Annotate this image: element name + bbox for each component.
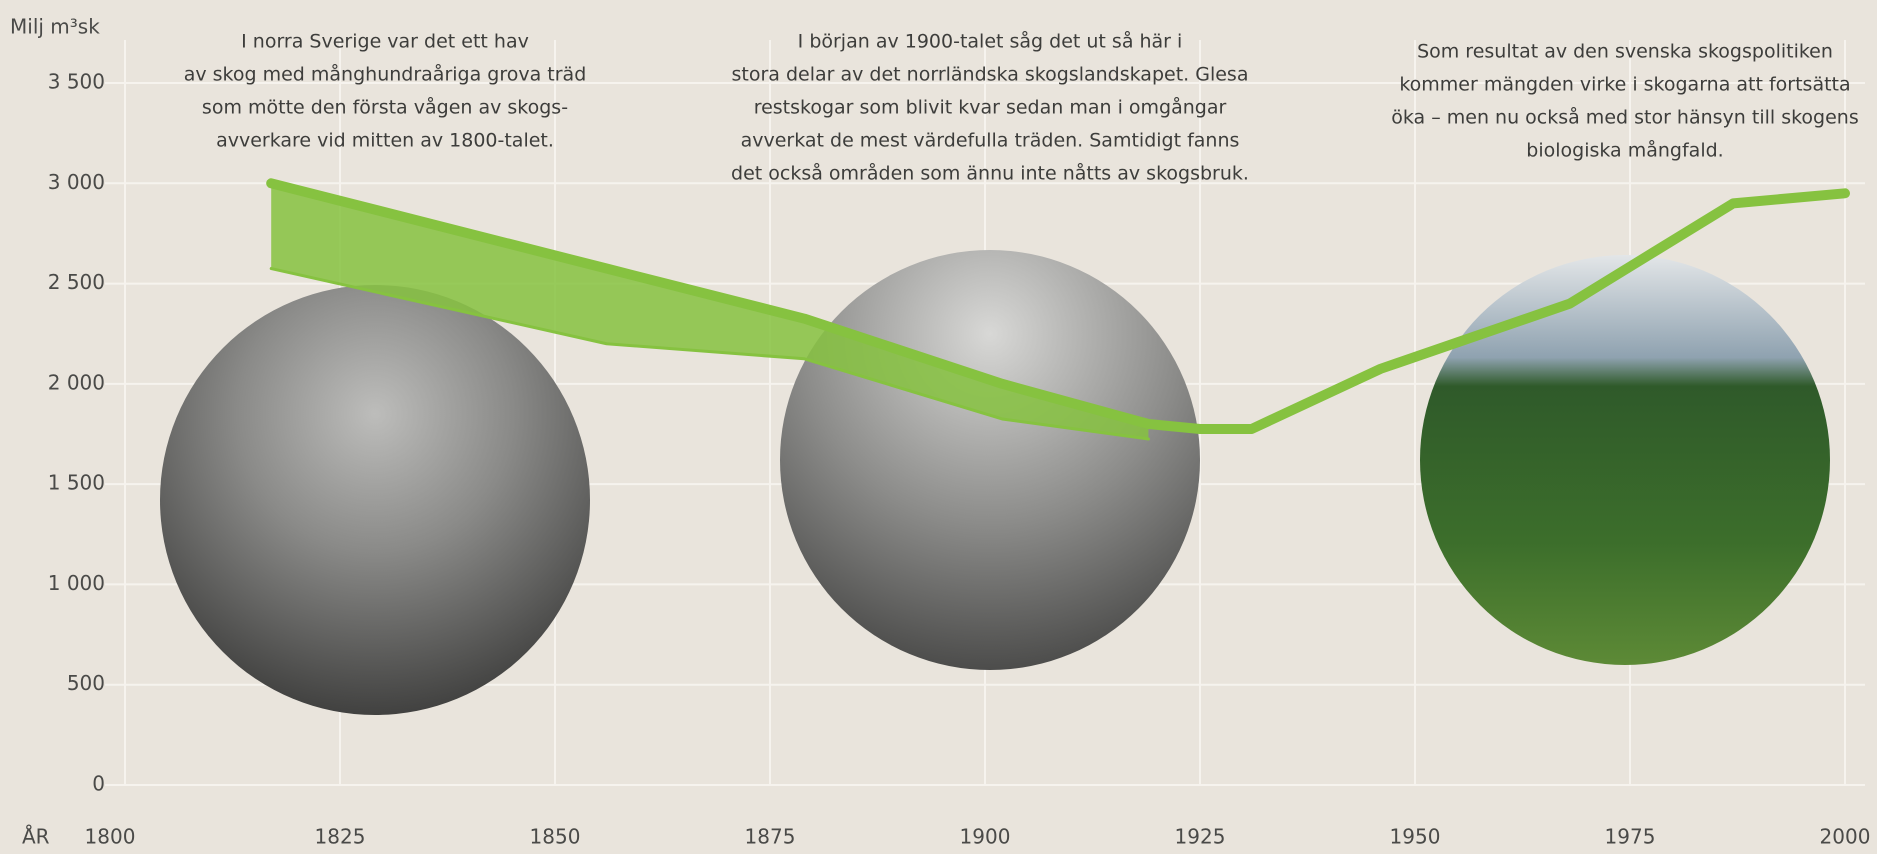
y-tick-label: 1 000 [48,571,105,595]
annotation-line: stora delar av det norrländska skogsland… [732,64,1249,86]
annotation-line: Som resultat av den svenska skogspolitik… [1417,41,1833,63]
y-tick-label: 500 [67,671,105,695]
x-tick-label: 1950 [1390,825,1441,849]
annotation-line: som mötte den första vågen av skogs- [202,96,568,119]
annotation-line: öka – men nu också med stor hänsyn till … [1391,106,1859,129]
x-tick-label: 1825 [315,825,366,849]
y-tick-label: 3 000 [48,170,105,194]
x-tick-label: 1800 [85,825,136,849]
annotation-line: det också områden som ännu inte nåtts av… [731,162,1249,185]
photo-future [1420,255,1830,665]
y-tick-label: 1 500 [48,471,105,495]
x-tick-label: 2000 [1820,825,1871,849]
x-tick-label: 1975 [1605,825,1656,849]
chart: Milj m³sk ÅR 0 500 1 000 1 500 2 000 2 500 3 0… [0,0,1877,854]
x-tick-label: 1900 [960,825,1011,849]
x-tick-label: 1875 [745,825,796,849]
y-tick-label: 2 500 [48,270,105,294]
annotation-line: avverkat de mest värdefulla träden. Samt… [741,130,1240,152]
x-tick-label: 1850 [530,825,581,849]
photo-1800s [160,285,590,715]
annotation-line: I norra Sverige var det ett hav [241,31,529,53]
y-tick-label: 2 000 [48,370,105,394]
annotation-line: av skog med månghundraåriga grova träd [184,63,587,86]
x-tick-label: 1925 [1175,825,1226,849]
y-tick-label: 0 [92,772,105,796]
y-tick-label: 3 500 [48,70,105,94]
annotation-line: avverkare vid mitten av 1800-talet. [216,130,554,152]
x-axis-label: ÅR [22,825,50,849]
annotation-line: I början av 1900-talet såg det ut så här… [798,30,1183,53]
annotation-line: kommer mängden virke i skogarna att fort… [1399,74,1850,96]
annotation-line: biologiska mångfald. [1526,139,1723,162]
annotation-line: restskogar som blivit kvar sedan man i o… [754,96,1227,119]
y-axis-label: Milj m³sk [10,15,100,39]
photo-1900s [780,250,1200,670]
